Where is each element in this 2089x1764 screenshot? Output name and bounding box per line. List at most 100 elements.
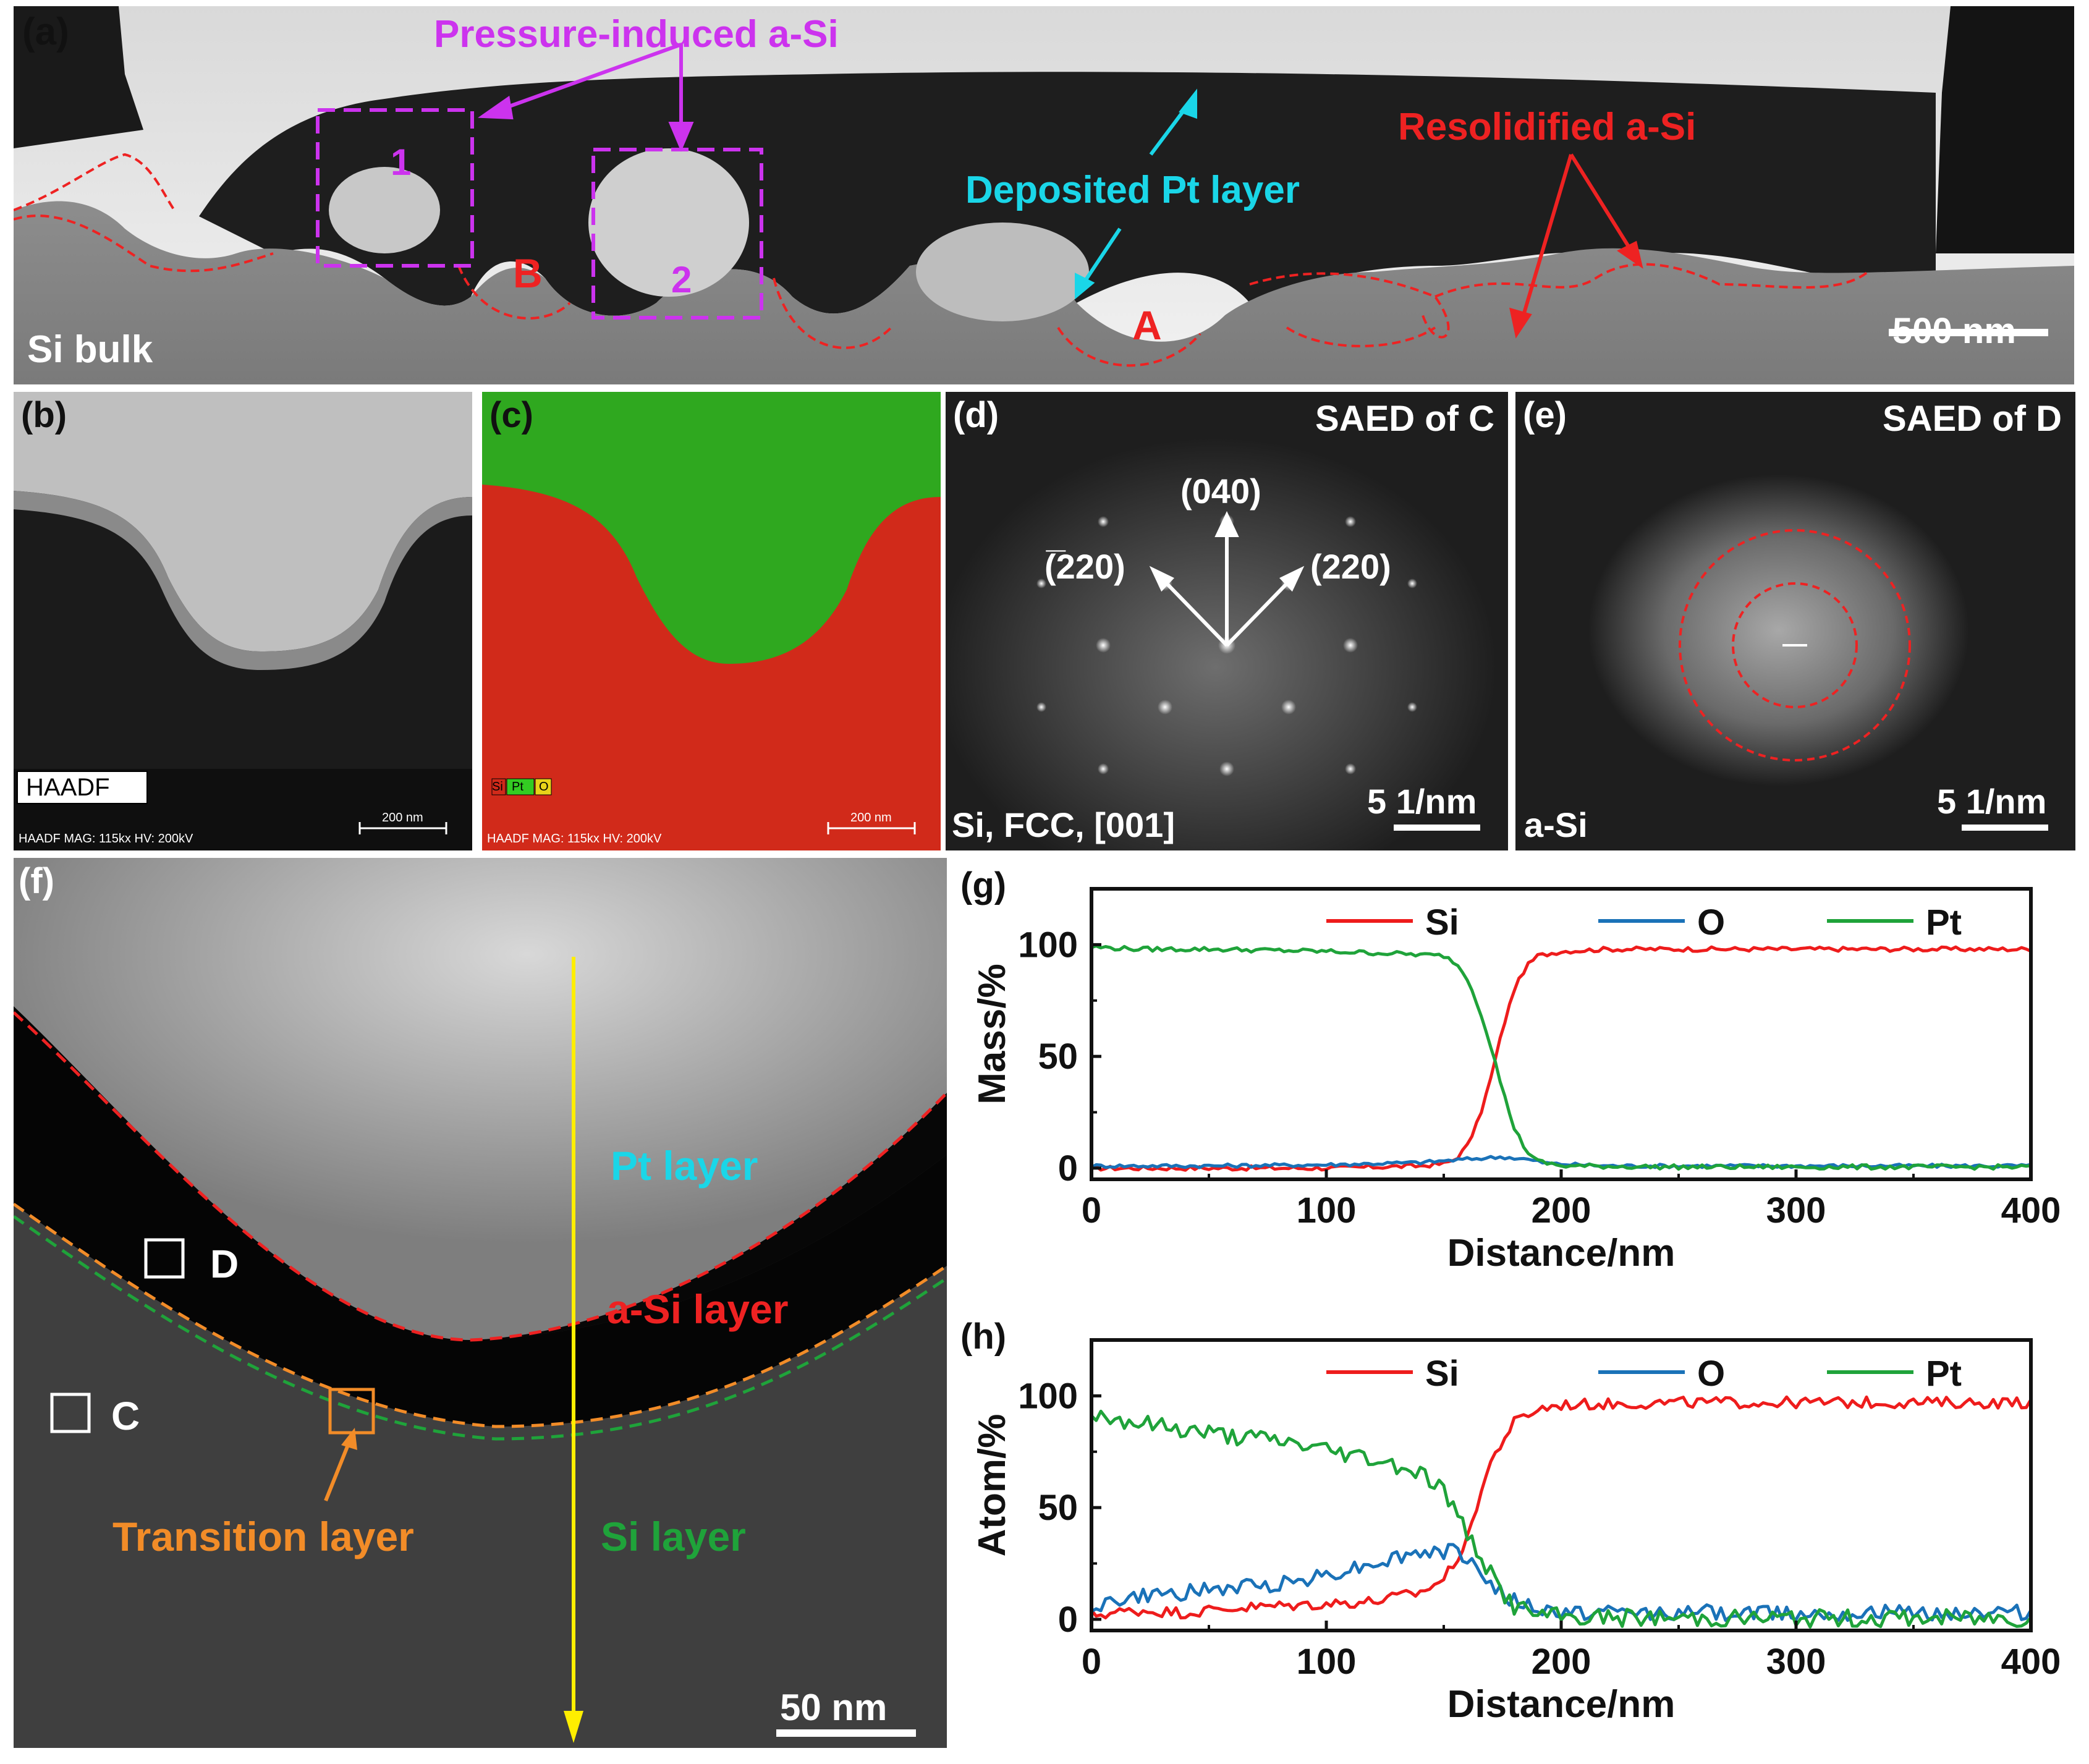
legend-label-si: Si bbox=[1425, 902, 1459, 943]
scale-bar-d bbox=[1394, 825, 1480, 831]
pressure-induced-label: Pressure-induced a-Si bbox=[434, 13, 839, 56]
box-d bbox=[144, 1238, 185, 1279]
y-axis-label: Atom/% bbox=[971, 1414, 1014, 1557]
x-tick-label: 300 bbox=[1766, 1642, 1826, 1682]
scale-label-d: 5 1/nm bbox=[1367, 782, 1477, 821]
series-line-pt bbox=[1090, 1409, 2032, 1629]
panel-label-b: (b) bbox=[21, 395, 67, 435]
bottom-label-e: a-Si bbox=[1524, 805, 1588, 844]
legend-label-o: O bbox=[1697, 1354, 1725, 1394]
x-tick-label: 0 bbox=[1082, 1642, 1101, 1682]
box-c-label: C bbox=[111, 1394, 140, 1438]
series-line-o bbox=[1090, 1543, 2033, 1622]
asi-layer-label: a-Si layer bbox=[607, 1286, 789, 1332]
x-tick-label: 200 bbox=[1532, 1642, 1591, 1682]
si-layer-label: Si layer bbox=[601, 1514, 746, 1559]
panel-e-image bbox=[1515, 392, 2075, 850]
resolidified-label: Resolidified a-Si bbox=[1398, 106, 1697, 148]
scale-label-a: 500 nm bbox=[1892, 311, 2016, 351]
panel-e: (e) SAED of D a-Si 5 1/nm bbox=[1515, 392, 2075, 850]
spot-220: (220) bbox=[1310, 547, 1391, 586]
panel-label-f: (f) bbox=[19, 861, 54, 901]
panel-d: (d) SAED of C (040) (220) (̅220) Si, FCC… bbox=[946, 392, 1508, 850]
legend-si-swatch bbox=[491, 778, 506, 795]
legend-label-pt: Pt bbox=[1926, 902, 1962, 943]
panel-label-c: (c) bbox=[489, 395, 533, 435]
panel-c-image bbox=[482, 392, 941, 834]
pt-asi-interface bbox=[14, 1011, 947, 1342]
y-axis-label: Mass/% bbox=[971, 964, 1014, 1104]
x-tick-label: 300 bbox=[1766, 1190, 1826, 1231]
legend-label-o: O bbox=[1697, 902, 1725, 943]
chart-label-g: (g) bbox=[960, 865, 1006, 905]
legend-pt-swatch bbox=[506, 778, 535, 795]
info-text-b: HAADF MAG: 115kx HV: 200kV bbox=[19, 832, 193, 846]
panel-a-image bbox=[14, 6, 2074, 384]
box-d-label: D bbox=[210, 1242, 239, 1286]
legend-o: O bbox=[539, 780, 549, 794]
scale-bar-e bbox=[1962, 825, 2048, 831]
y-tick-label: 0 bbox=[1058, 1600, 1078, 1640]
panel-a: (a) Si bulk Pressure-induced a-Si 1 2 De… bbox=[14, 6, 2074, 384]
box-1-label: 1 bbox=[391, 142, 412, 183]
spot-040: (040) bbox=[1180, 472, 1261, 511]
chart-g: (g) 0 100 200 300 400 0 50 100 Distance/nm Mass/% S… bbox=[957, 858, 2089, 1309]
box-2-label: 2 bbox=[671, 259, 692, 300]
panel-c: (c) Si Pt O HAADF MAG: 115kx HV: 200kV 2… bbox=[482, 392, 941, 850]
y-tick-label: 100 bbox=[1018, 1376, 1078, 1416]
pt-layer-label: Pt layer bbox=[611, 1143, 758, 1189]
x-axis-label: Distance/nm bbox=[1447, 1232, 1676, 1274]
info-text-c: HAADF MAG: 115kx HV: 200kV bbox=[487, 832, 662, 846]
mark-a: A bbox=[1132, 302, 1162, 348]
haadf-badge-text: HAADF bbox=[26, 774, 110, 801]
box-c bbox=[50, 1393, 91, 1433]
panel-label-e: (e) bbox=[1523, 395, 1567, 435]
plot-frame bbox=[1090, 887, 2033, 1181]
spot-m220: (̅220) bbox=[1044, 547, 1125, 586]
chart-g-svg: (g) 0 100 200 300 400 0 50 100 Distance/nm Mass/% S… bbox=[960, 865, 2061, 1274]
x-tick-label: 0 bbox=[1082, 1190, 1101, 1231]
saed-title-d: SAED of C bbox=[1315, 399, 1494, 439]
scale-label-f: 50 nm bbox=[780, 1687, 888, 1728]
haadf-badge bbox=[17, 771, 148, 804]
chart-label-h: (h) bbox=[960, 1317, 1006, 1357]
outer-ring bbox=[1679, 529, 1911, 761]
chart-h: (h) 0 100 200 300 400 0 50 100 Distance/nm Atom/% S… bbox=[957, 1309, 2089, 1760]
bottom-label-d: Si, FCC, [001] bbox=[952, 805, 1175, 844]
scale-bar-a bbox=[1889, 329, 2048, 336]
scale-bar-f bbox=[776, 1729, 916, 1737]
panel-f-image bbox=[14, 858, 947, 1748]
panel-label-d: (d) bbox=[953, 395, 999, 435]
si-bulk-label: Si bulk bbox=[27, 328, 153, 371]
inner-ring bbox=[1732, 582, 1858, 708]
chart-h-svg: (h) 0 100 200 300 400 0 50 100 Distance/nm Atom/% S… bbox=[960, 1317, 2061, 1726]
x-axis-label: Distance/nm bbox=[1447, 1683, 1676, 1726]
scale-label-e: 5 1/nm bbox=[1937, 782, 2047, 821]
series-line-pt bbox=[1091, 944, 2032, 1171]
y-tick-label: 50 bbox=[1038, 1037, 1078, 1077]
scale-label-c: 200 nm bbox=[850, 811, 892, 825]
y-tick-label: 0 bbox=[1058, 1148, 1078, 1189]
panel-d-image bbox=[946, 392, 1508, 850]
legend-o-swatch bbox=[535, 778, 552, 795]
scale-label-b: 200 nm bbox=[382, 811, 423, 825]
panel-f: (f) Pt layer a-Si layer Si layer Transit… bbox=[14, 858, 947, 1748]
saed-title-e: SAED of D bbox=[1883, 399, 2062, 439]
panel-b: (b) HAADF HAADF MAG: 115kx HV: 200kV 200… bbox=[14, 392, 472, 850]
series-line-si bbox=[1090, 1395, 2033, 1620]
legend-pt: Pt bbox=[512, 780, 523, 794]
box-2 bbox=[591, 148, 763, 320]
x-tick-label: 100 bbox=[1297, 1642, 1357, 1682]
mark-b: B bbox=[513, 250, 543, 296]
legend-label-si: Si bbox=[1425, 1354, 1459, 1394]
panel-label-a: (a) bbox=[22, 11, 69, 53]
x-tick-label: 400 bbox=[2001, 1190, 2061, 1231]
legend-label-pt: Pt bbox=[1926, 1354, 1962, 1394]
x-tick-label: 200 bbox=[1532, 1190, 1591, 1231]
x-tick-label: 400 bbox=[2001, 1642, 2061, 1682]
deposited-pt-label: Deposited Pt layer bbox=[965, 169, 1300, 211]
legend-si: Si bbox=[492, 780, 503, 794]
y-tick-label: 100 bbox=[1018, 925, 1078, 965]
transition-si-interface bbox=[14, 1215, 947, 1441]
transition-layer-label: Transition layer bbox=[112, 1514, 414, 1559]
